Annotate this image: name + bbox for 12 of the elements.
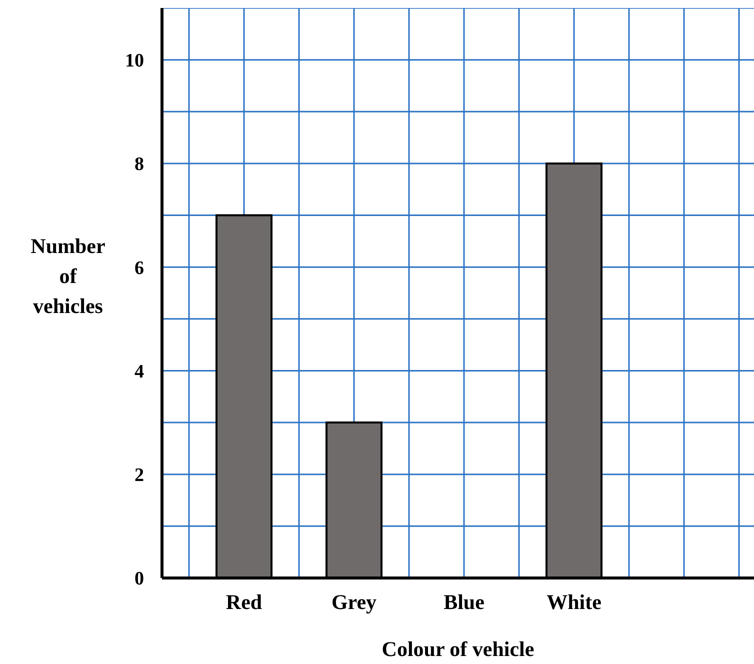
x-tick-label: Blue <box>444 590 484 614</box>
x-tick-label: White <box>546 590 602 614</box>
y-tick-label: 8 <box>134 154 144 176</box>
y-tick-label: 10 <box>125 50 144 72</box>
y-axis-title: Number of vehicles <box>30 234 106 318</box>
y-tick-label: 0 <box>134 568 144 590</box>
x-tick-label: Grey <box>331 590 378 614</box>
y-tick-label: 2 <box>134 465 144 486</box>
x-tick-label: Red <box>226 590 262 614</box>
x-axis-title: Colour of vehicle <box>382 637 534 661</box>
y-tick-label: 4 <box>134 361 144 382</box>
y-tick-label: 6 <box>134 258 144 279</box>
